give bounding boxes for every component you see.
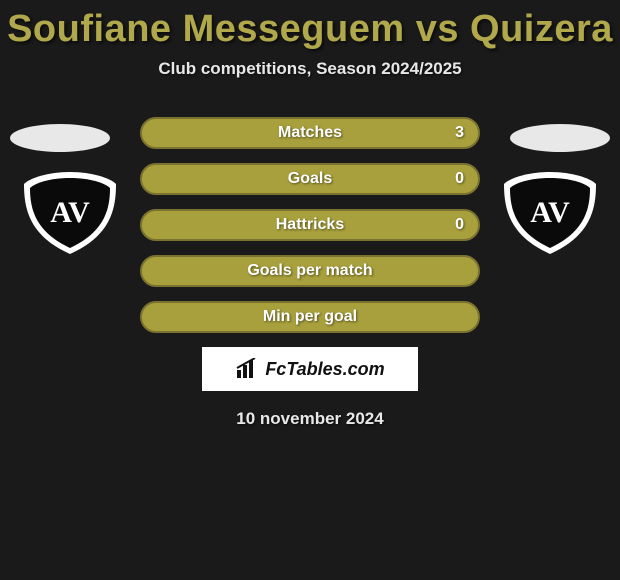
- date-text: 10 november 2024: [0, 409, 620, 429]
- stat-value-right: 3: [455, 124, 464, 142]
- stat-row: Min per goal: [140, 301, 480, 333]
- logo-text: FcTables.com: [265, 359, 384, 380]
- stat-value-right: 0: [455, 216, 464, 234]
- stat-label: Hattricks: [276, 216, 344, 234]
- stat-label: Goals per match: [247, 262, 372, 280]
- stat-row: Hattricks 0: [140, 209, 480, 241]
- fctables-logo: FcTables.com: [202, 347, 418, 391]
- stat-row: Matches 3: [140, 117, 480, 149]
- bars-icon: [235, 358, 261, 380]
- stat-row: Goals 0: [140, 163, 480, 195]
- stats-container: Matches 3 Goals 0 Hattricks 0 Goals per …: [0, 117, 620, 333]
- page-title: Soufiane Messeguem vs Quizera: [0, 0, 620, 51]
- stat-label: Goals: [288, 170, 332, 188]
- stat-row: Goals per match: [140, 255, 480, 287]
- stat-label: Min per goal: [263, 308, 357, 326]
- stat-label: Matches: [278, 124, 342, 142]
- stat-value-right: 0: [455, 170, 464, 188]
- page-subtitle: Club competitions, Season 2024/2025: [0, 59, 620, 79]
